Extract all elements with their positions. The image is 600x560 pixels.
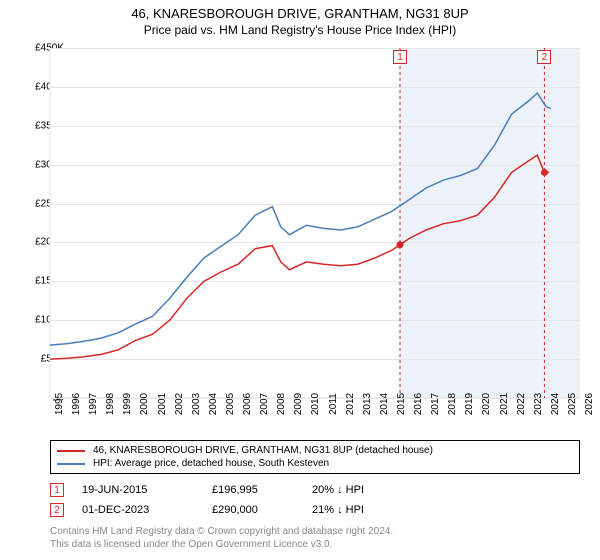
chart-svg [50, 48, 580, 398]
sale-pct: 20% ↓ HPI [312, 484, 432, 496]
x-tick-label: 2018 [447, 393, 458, 415]
x-tick-label: 2005 [225, 393, 236, 415]
x-tick-label: 2008 [276, 393, 287, 415]
x-tick-label: 2004 [208, 393, 219, 415]
x-tick-label: 2009 [293, 393, 304, 415]
sale-marker-2: 2 [537, 50, 551, 64]
x-tick-label: 2024 [550, 393, 561, 415]
x-tick-label: 2012 [345, 393, 356, 415]
footnote-line: This data is licensed under the Open Gov… [50, 538, 393, 551]
x-tick-label: 2014 [379, 393, 390, 415]
x-tick-label: 2020 [481, 393, 492, 415]
plot-area: 12 [50, 48, 580, 398]
series-hpi [50, 93, 551, 345]
sale-price: £196,995 [212, 484, 312, 496]
legend: 46, KNARESBOROUGH DRIVE, GRANTHAM, NG31 … [50, 440, 580, 474]
x-tick-label: 2017 [430, 393, 441, 415]
x-tick-label: 2000 [139, 393, 150, 415]
x-tick-label: 2006 [242, 393, 253, 415]
chart-subtitle: Price paid vs. HM Land Registry's House … [0, 21, 600, 37]
chart-container: 46, KNARESBOROUGH DRIVE, GRANTHAM, NG31 … [0, 0, 600, 560]
x-tick-label: 1995 [54, 393, 65, 415]
chart-title: 46, KNARESBOROUGH DRIVE, GRANTHAM, NG31 … [0, 0, 600, 21]
x-tick-label: 2022 [516, 393, 527, 415]
sale-pct: 21% ↓ HPI [312, 504, 432, 516]
footnote-line: Contains HM Land Registry data © Crown c… [50, 525, 393, 538]
x-tick-label: 1997 [88, 393, 99, 415]
sale-price: £290,000 [212, 504, 312, 516]
legend-label: HPI: Average price, detached house, Sout… [93, 458, 329, 469]
x-tick-label: 2026 [584, 393, 595, 415]
sale-row: 2 01-DEC-2023£290,00021% ↓ HPI [50, 500, 580, 520]
sale-date: 01-DEC-2023 [82, 504, 212, 516]
x-tick-label: 2016 [413, 393, 424, 415]
series-property [50, 155, 549, 359]
x-tick-label: 1999 [122, 393, 133, 415]
sale-row: 1 19-JUN-2015£196,99520% ↓ HPI [50, 480, 580, 500]
footnote: Contains HM Land Registry data © Crown c… [50, 525, 393, 551]
legend-swatch [57, 450, 85, 452]
x-tick-label: 2010 [310, 393, 321, 415]
legend-item: 46, KNARESBOROUGH DRIVE, GRANTHAM, NG31 … [57, 444, 573, 457]
legend-swatch [57, 463, 85, 465]
x-tick-label: 2011 [328, 393, 339, 415]
legend-label: 46, KNARESBOROUGH DRIVE, GRANTHAM, NG31 … [93, 445, 433, 456]
x-tick-label: 2019 [464, 393, 475, 415]
x-tick-label: 2003 [191, 393, 202, 415]
legend-item: HPI: Average price, detached house, Sout… [57, 457, 573, 470]
sale-row-marker: 2 [50, 503, 64, 517]
sale-marker-1: 1 [393, 50, 407, 64]
x-tick-label: 1996 [71, 393, 82, 415]
x-tick-label: 2015 [396, 393, 407, 415]
x-tick-label: 2013 [362, 393, 373, 415]
x-tick-label: 2001 [157, 393, 168, 415]
sale-date: 19-JUN-2015 [82, 484, 212, 496]
x-tick-label: 2007 [259, 393, 270, 415]
sales-table: 1 19-JUN-2015£196,99520% ↓ HPI 2 01-DEC-202… [50, 480, 580, 520]
x-tick-label: 2023 [533, 393, 544, 415]
x-tick-label: 2025 [567, 393, 578, 415]
x-tick-label: 1998 [105, 393, 116, 415]
x-tick-label: 2002 [174, 393, 185, 415]
x-tick-label: 2021 [499, 393, 510, 415]
sale-row-marker: 1 [50, 483, 64, 497]
